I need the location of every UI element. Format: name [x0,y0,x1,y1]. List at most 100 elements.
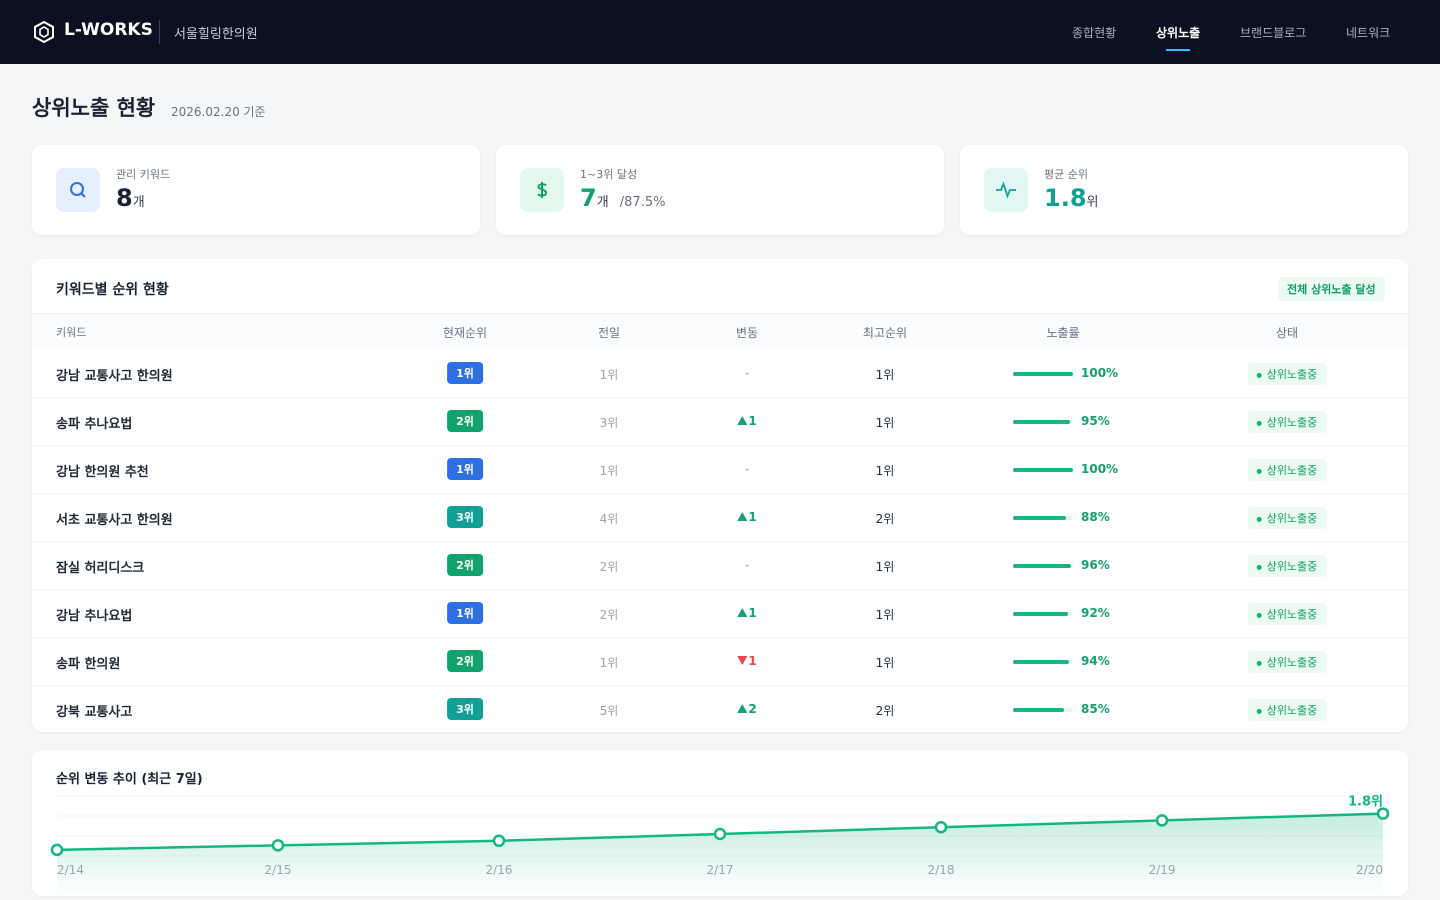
status-badge: 상위노출중 [1247,507,1327,529]
page-title: 상위노출 현황 [32,96,156,120]
rank-badge: 1위 [447,602,483,624]
exposure-bar [1013,708,1064,712]
rank-change: 1 [737,606,757,620]
rank-change: 1 [737,510,757,524]
x-tick-label: 2/18 [928,863,955,877]
exposure-label: 95% [1081,414,1110,428]
stat-card: 1~3위 달성 7개 /87.5% [496,145,944,235]
stat-icon [984,168,1028,212]
stat-value: 7 [580,184,597,212]
rank-badge: 2위 [447,554,483,576]
row-divider [32,445,1408,446]
nav-item[interactable]: 브랜드블로그 [1240,26,1307,40]
page-date: 2026.02.20 기준 [171,105,266,119]
x-tick-label: 2/14 [57,863,84,877]
rank-badge: 1위 [447,362,483,384]
table-badge: 전체 상위노출 달성 [1278,277,1385,301]
change-value: - [744,558,750,572]
change-value: 1 [748,654,757,668]
rank-badge: 3위 [447,698,483,720]
row-divider [32,541,1408,542]
exposure-track [1013,708,1073,712]
change-arrow [737,656,748,665]
table-title: 키워드별 순위 현황 [56,282,169,298]
nav-item[interactable]: 상위노출 [1156,26,1201,40]
status-badge: 상위노출중 [1247,603,1327,625]
chart-card: 순위 변동 추이 (최근 7일) 2/14 2/15 2/16 2/17 2/18 2/1… [32,750,1408,896]
prev-rank: 1위 [599,656,619,670]
keyword: 강남 추나요법 [56,609,133,624]
prev-rank: 3위 [599,416,619,430]
row-divider [32,589,1408,590]
prev-rank: 5위 [599,704,619,718]
exposure-track [1013,612,1073,616]
stat-icon [56,168,100,212]
stat-card: 평균 순위 1.8위 [960,145,1408,235]
exposure-bar [1013,372,1073,376]
x-tick-label: 2/19 [1149,863,1176,877]
rank-change: 1 [737,414,757,428]
exposure-track [1013,516,1073,520]
point [271,839,285,852]
exposure-track [1013,660,1073,664]
rank-change: - [745,366,750,380]
stat-value: 8 [116,184,133,212]
rank-badge: 3위 [447,506,483,528]
nav-indicator [1166,49,1190,51]
stat-value: 1.8 [1044,184,1087,212]
column-header: 최고순위 [862,326,908,340]
change-value: 1 [748,606,757,620]
nav-item[interactable]: 네트워크 [1346,26,1391,40]
stat-unit: 개 [132,195,145,210]
best-rank: 1위 [875,656,895,670]
change-value: - [744,366,750,380]
rank-change: 2 [737,702,757,716]
logo[interactable]: L-WORKS [64,20,153,40]
chart-title: 순위 변동 추이 (최근 7일) [56,772,203,787]
change-arrow [737,704,748,713]
keyword: 강북 교통사고 [56,705,133,720]
stat-label: 관리 키워드 [116,168,171,181]
best-rank: 1위 [875,560,895,574]
status-badge: 상위노출중 [1247,411,1327,433]
logo-icon [34,21,54,43]
stat-unit: 개 [596,195,609,210]
exposure-label: 100% [1081,462,1119,476]
change-value: 1 [748,414,757,428]
exposure-track [1013,420,1073,424]
status-badge: 상위노출중 [1247,555,1327,577]
status-badge: 상위노출중 [1247,699,1327,721]
exposure-bar [1013,468,1073,472]
point [934,820,948,834]
stat-icon [520,168,564,212]
point [1155,814,1169,827]
x-tick-label: 2/20 [1356,863,1383,877]
prev-rank: 1위 [599,464,619,478]
exposure-bar [1013,564,1071,568]
row-divider [32,685,1408,686]
exposure-track [1013,468,1073,472]
exposure-bar [1013,660,1070,664]
point [1376,807,1390,820]
prev-rank: 2위 [599,608,619,622]
table-head [32,314,1408,349]
keyword: 송파 추나요법 [56,417,133,432]
exposure-bar [1013,516,1066,520]
change-value: 2 [748,702,757,716]
nav-item[interactable]: 종합현황 [1072,26,1117,40]
best-rank: 1위 [875,368,895,382]
exposure-bar [1013,420,1070,424]
change-value: 1 [748,510,757,524]
best-rank: 1위 [875,608,895,622]
status-badge: 상위노출중 [1247,459,1327,481]
keyword: 송파 한의원 [56,657,121,672]
column-header: 키워드 [56,326,87,339]
x-tick-label: 2/17 [707,863,734,877]
column-header: 노출률 [1046,326,1080,340]
prev-rank: 4위 [599,512,619,526]
point [713,827,727,841]
keyword: 서초 교통사고 한의원 [56,513,173,528]
divider [32,313,1408,314]
row-divider [32,397,1408,398]
